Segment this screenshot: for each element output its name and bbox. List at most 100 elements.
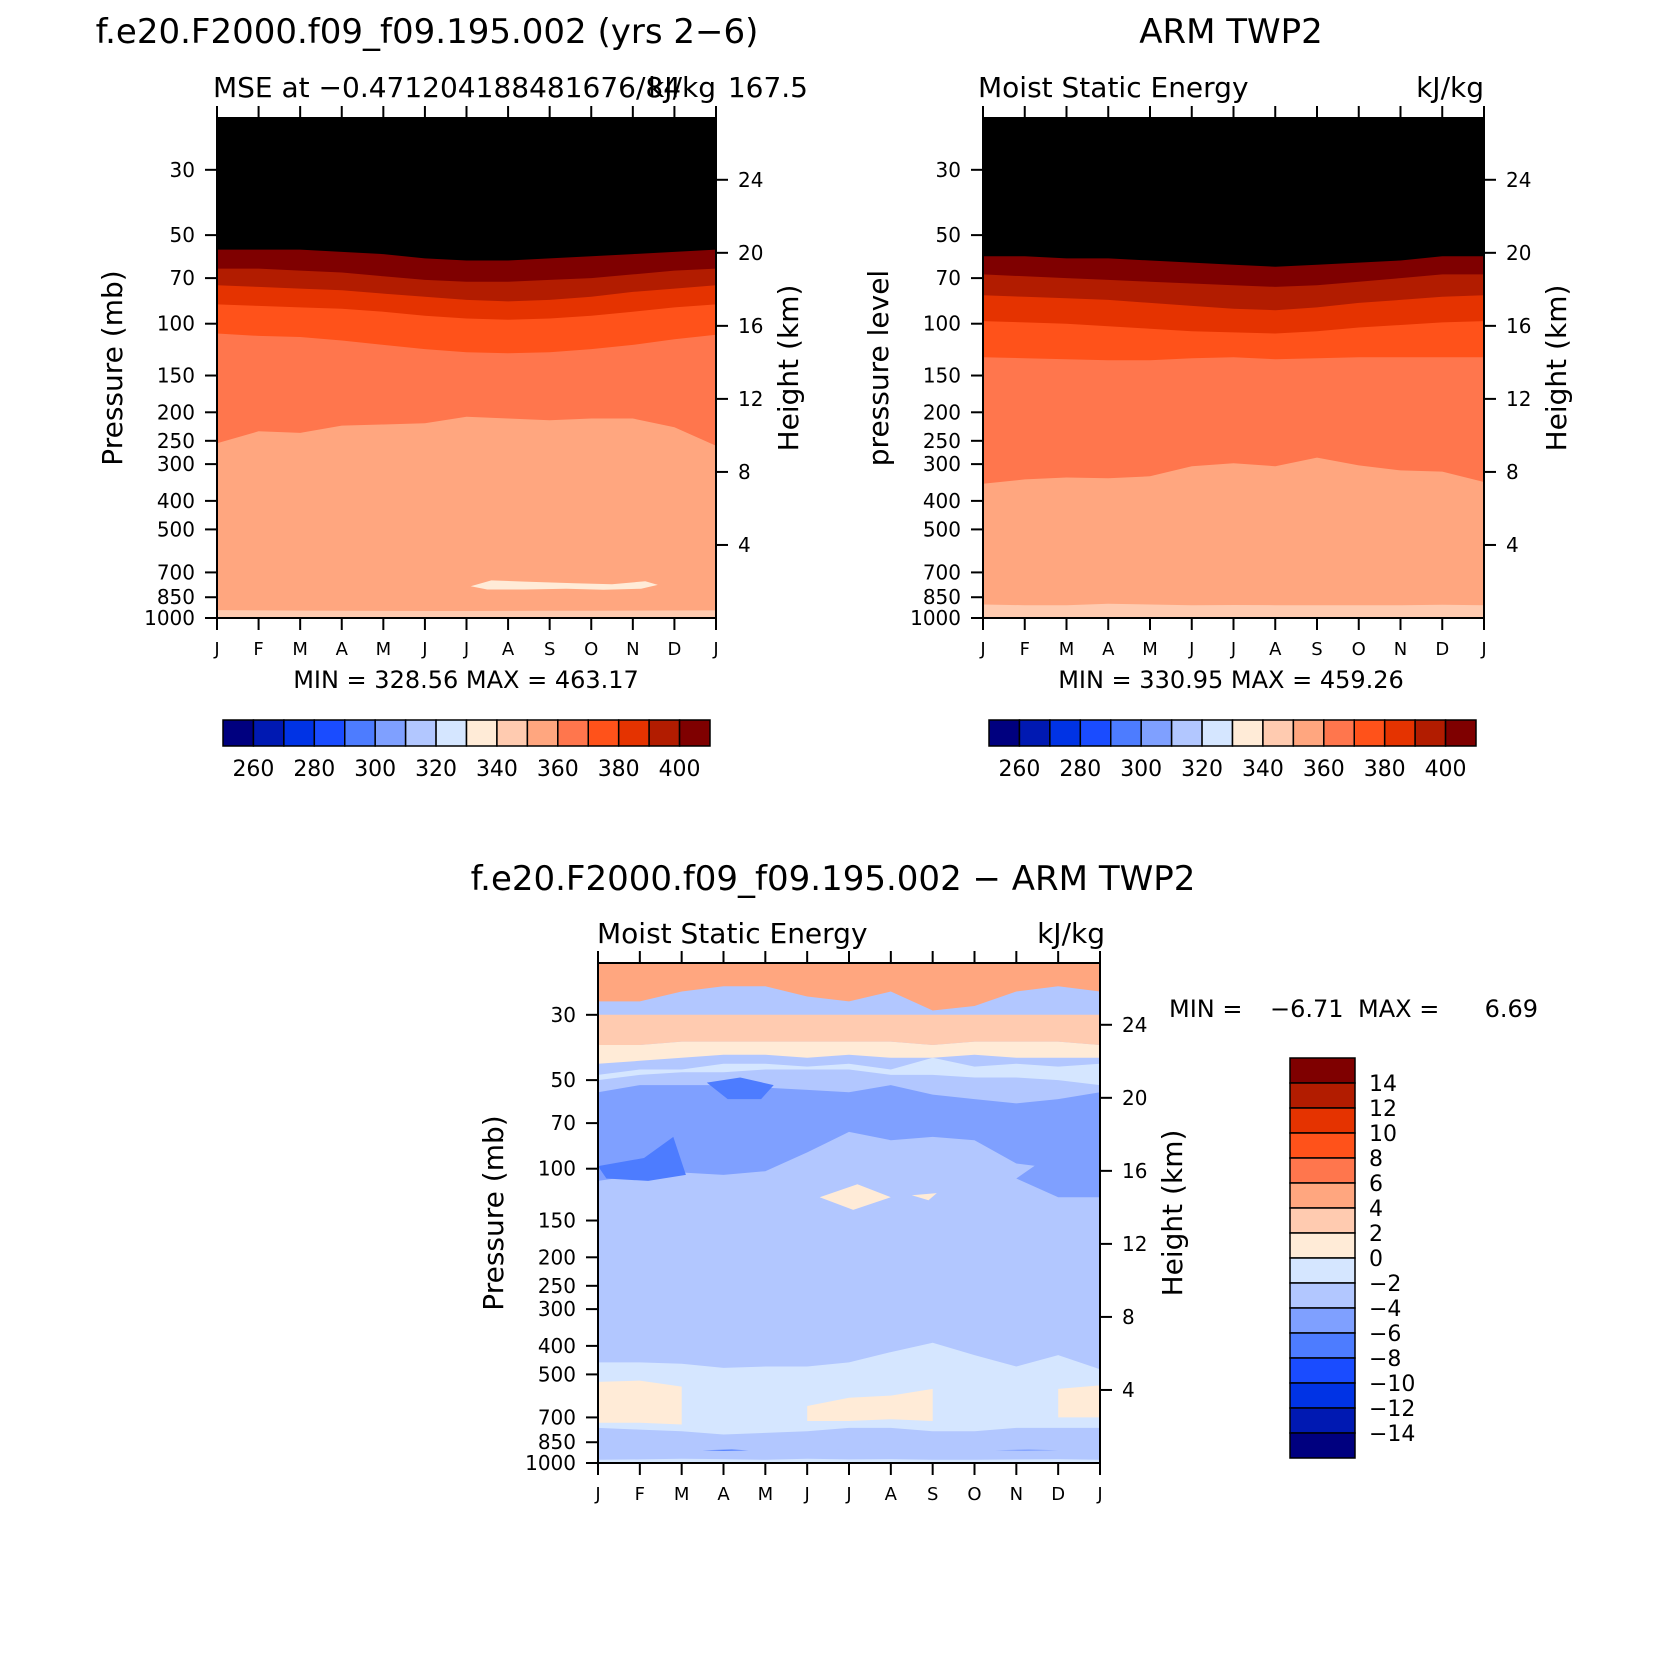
colorbar-cell — [1289, 1432, 1356, 1459]
y-tick-label: 300 — [923, 452, 961, 476]
y-tick-label: 150 — [538, 1209, 576, 1233]
y-tick-label: 50 — [170, 223, 195, 247]
y-axis-title: Pressure (mb) — [477, 1115, 510, 1310]
y2-tick-label: 24 — [738, 168, 763, 192]
y2-tick-label: 24 — [1506, 168, 1531, 192]
y-tick-label: 300 — [157, 452, 195, 476]
x-tick-label: J — [845, 1484, 851, 1505]
colorbar-cell — [1383, 719, 1416, 747]
y-tick-label: 200 — [538, 1245, 576, 1269]
x-tick-label: A — [1269, 639, 1282, 660]
colorbar-cell — [526, 719, 559, 747]
y-tick-label: 100 — [538, 1157, 576, 1181]
y-tick-label: 850 — [538, 1430, 576, 1454]
y-tick-label: 50 — [936, 223, 961, 247]
y-tick-label: 250 — [157, 429, 195, 453]
y-tick-label: 500 — [538, 1362, 576, 1386]
colorbar-label: 380 — [598, 757, 640, 782]
colorbar-label: 360 — [537, 757, 579, 782]
x-tick-label: M — [758, 1484, 774, 1505]
x-tick-label: M — [1142, 639, 1158, 660]
y-tick-label: 30 — [936, 158, 961, 182]
y2-tick-label: 4 — [1506, 533, 1519, 557]
contour-patch — [470, 580, 658, 590]
colorbar-label: 260 — [232, 757, 274, 782]
colorbar-cell — [465, 719, 498, 747]
colorbar-cell — [374, 719, 407, 747]
colorbar-cell — [557, 719, 589, 747]
colorbar-cell — [1289, 1132, 1356, 1159]
colorbar-cell — [1289, 1082, 1356, 1109]
colorbar-label: 380 — [1364, 757, 1406, 782]
colorbar-label: 400 — [1425, 757, 1467, 782]
y-tick-label: 50 — [551, 1068, 576, 1092]
contour-patch — [1016, 1126, 1100, 1198]
colorbar-cell — [1292, 719, 1325, 747]
y2-tick-label: 8 — [1122, 1305, 1135, 1329]
colorbar-cell — [1170, 719, 1203, 747]
colorbar-cell — [1289, 1107, 1356, 1134]
colorbar-cell — [344, 719, 376, 747]
panel-1-subtitle: MSE at −0.471204188481676/84 — [213, 71, 681, 104]
y-tick-label: 30 — [551, 1003, 576, 1027]
contour-fills — [217, 118, 716, 618]
y-axis-title: Pressure (mb) — [96, 270, 129, 465]
y-tick-label: 850 — [157, 585, 195, 609]
colorbar-label: 360 — [1303, 757, 1345, 782]
colorbar-label: −6 — [1369, 1322, 1401, 1347]
x-tick-label: M — [674, 1484, 690, 1505]
y-tick-label: 70 — [936, 266, 961, 290]
x-tick-label: A — [885, 1484, 898, 1505]
colorbar-cell — [1231, 719, 1264, 747]
y-tick-label: 500 — [923, 517, 961, 541]
colorbar-cell — [1140, 719, 1173, 747]
colorbar-cell — [1289, 1282, 1356, 1309]
contour-band — [807, 1388, 933, 1421]
y-tick-label: 70 — [170, 266, 195, 290]
colorbar-label: 280 — [293, 757, 335, 782]
y2-axis-title: Height (km) — [1156, 1130, 1189, 1297]
colorbar-cell — [1289, 1057, 1356, 1084]
x-tick-label: O — [1352, 639, 1366, 660]
contour-band — [598, 1342, 1100, 1435]
colorbar-label: 12 — [1369, 1097, 1397, 1122]
contour-band — [1058, 1385, 1100, 1418]
colorbar-label: −4 — [1369, 1297, 1401, 1322]
colorbar-cell — [988, 719, 1021, 747]
colorbar-cell — [648, 719, 681, 747]
y2-tick-label: 20 — [1506, 241, 1531, 265]
y-tick-label: 70 — [551, 1111, 576, 1135]
colorbar-label: −2 — [1369, 1272, 1401, 1297]
y2-axis-title: Height (km) — [772, 285, 805, 452]
contour-band — [983, 118, 1484, 267]
y2-tick-label: 16 — [738, 314, 763, 338]
y2-tick-label: 4 — [1122, 1378, 1135, 1402]
colorbar-cell — [222, 719, 255, 747]
contour-patch — [911, 1193, 937, 1201]
y-tick-label: 100 — [157, 312, 195, 336]
x-tick-label: A — [336, 639, 349, 660]
contour-patch — [819, 1184, 891, 1210]
colorbar-cell — [1110, 719, 1142, 747]
y-tick-label: 1000 — [525, 1451, 576, 1475]
panel-1-stats: MIN = 328.56 MAX = 463.17 — [293, 666, 639, 694]
y2-tick-label: 20 — [1122, 1086, 1147, 1110]
y-tick-label: 1000 — [910, 606, 961, 630]
colorbar-cell — [1201, 719, 1234, 747]
colorbar-label: 6 — [1369, 1172, 1383, 1197]
colorbar-label: 8 — [1369, 1147, 1383, 1172]
x-tick-label: A — [502, 639, 515, 660]
x-tick-label: J — [594, 1484, 600, 1505]
colorbar-cell — [1289, 1332, 1356, 1359]
y-tick-label: 700 — [538, 1405, 576, 1429]
colorbar-cell — [1289, 1307, 1356, 1334]
y-axis-title: pressure level — [862, 270, 895, 466]
y2-tick-label: 16 — [1122, 1159, 1147, 1183]
contour-patch — [702, 1449, 749, 1451]
x-tick-label: J — [463, 639, 469, 660]
y2-tick-label: 16 — [1506, 314, 1531, 338]
colorbar-cell — [283, 719, 316, 747]
panel-1-units: kJ/kg — [648, 71, 716, 104]
contour-patch — [598, 1136, 686, 1181]
y2-tick-label: 4 — [738, 533, 751, 557]
